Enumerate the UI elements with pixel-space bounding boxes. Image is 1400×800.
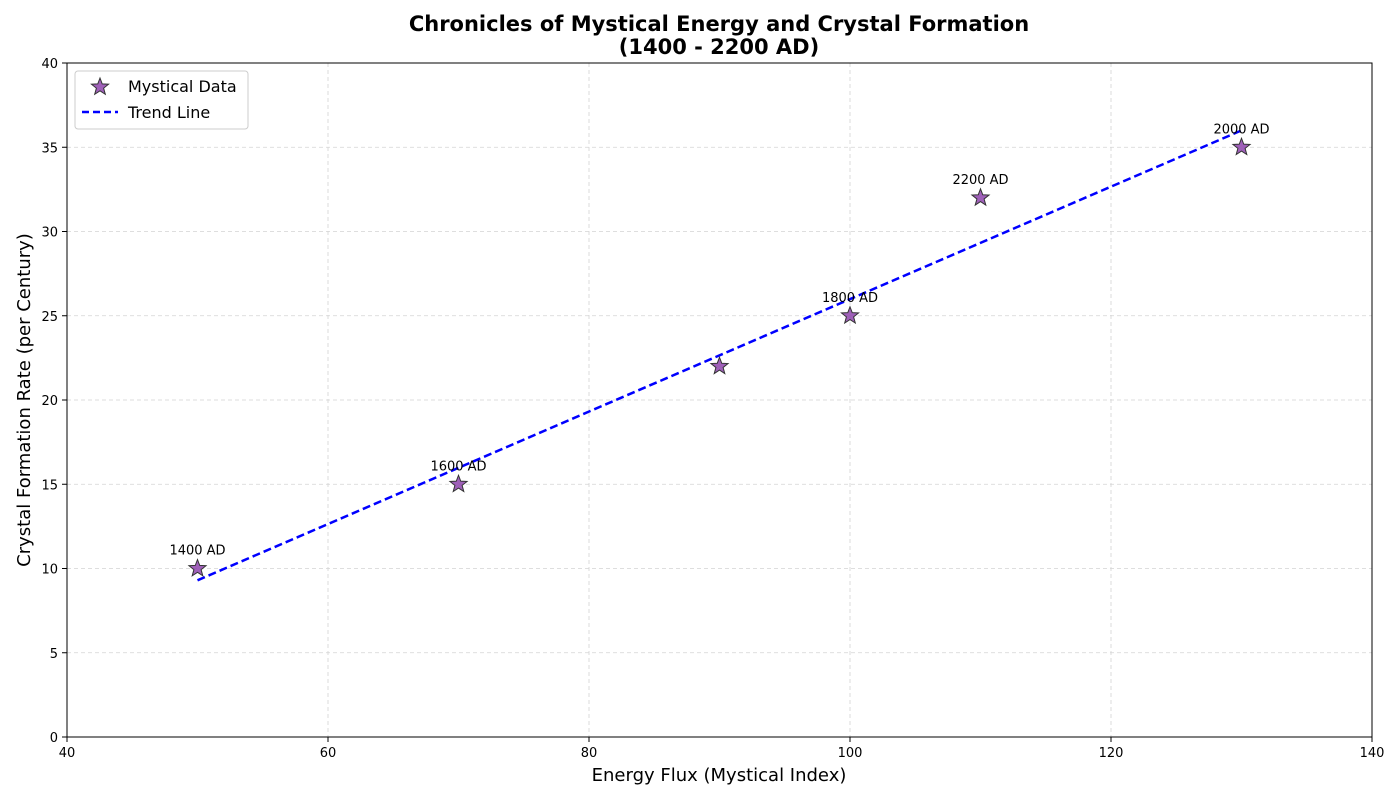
data-point-star (448, 473, 469, 493)
data-point-star (1231, 136, 1252, 156)
y-axis-label: Crystal Formation Rate (per Century) (14, 233, 35, 567)
data-point-star (187, 558, 208, 577)
legend-entry-mystical-data: Mystical Data (128, 77, 237, 96)
legend: Mystical Data Trend Line (74, 70, 249, 130)
y-tick-label: 30 (41, 226, 58, 241)
x-tick-label: 140 (1360, 746, 1385, 761)
legend-star-marker (90, 76, 110, 96)
x-tick-label: 40 (59, 746, 76, 761)
grid-lines (67, 63, 1372, 737)
y-tick-label: 15 (41, 478, 58, 493)
data-point-star (840, 305, 860, 325)
x-tick-label: 80 (581, 746, 598, 761)
point-annotation: 2200 AD (952, 173, 1008, 188)
trend-line (197, 129, 1242, 582)
x-axis-ticks: 40 60 80 100 120 140 (59, 737, 1385, 761)
y-tick-label: 35 (41, 141, 58, 156)
y-tick-label: 25 (41, 310, 58, 325)
y-tick-label: 5 (50, 647, 58, 662)
chart-title-line-2: (1400 - 2200 AD) (619, 35, 819, 59)
point-annotation: 1400 AD (169, 544, 225, 559)
point-annotation: 1800 AD (822, 291, 878, 306)
data-point-star (709, 355, 730, 375)
trend-line-layer (197, 129, 1242, 582)
data-point-star (970, 187, 991, 207)
x-axis-label: Energy Flux (Mystical Index) (592, 765, 847, 786)
y-tick-label: 40 (41, 57, 58, 72)
point-annotation: 1600 AD (430, 459, 486, 474)
y-tick-label: 20 (41, 394, 58, 409)
legend-entry-trend-line: Trend Line (127, 103, 210, 122)
x-tick-label: 60 (320, 746, 337, 761)
y-tick-label: 10 (41, 563, 58, 578)
legend-box (74, 70, 249, 130)
point-annotations: 1400 AD 1600 AD 1800 AD 2200 AD 2000 AD (169, 122, 1269, 558)
point-annotation: 2000 AD (1213, 122, 1269, 137)
x-tick-label: 120 (1099, 746, 1124, 761)
chart-title-line-1: Chronicles of Mystical Energy and Crysta… (409, 12, 1029, 36)
x-tick-label: 100 (838, 746, 863, 761)
y-axis-ticks: 0 5 10 15 20 25 30 35 40 (41, 57, 67, 746)
y-tick-label: 0 (50, 731, 58, 746)
data-points-layer (187, 136, 1252, 577)
